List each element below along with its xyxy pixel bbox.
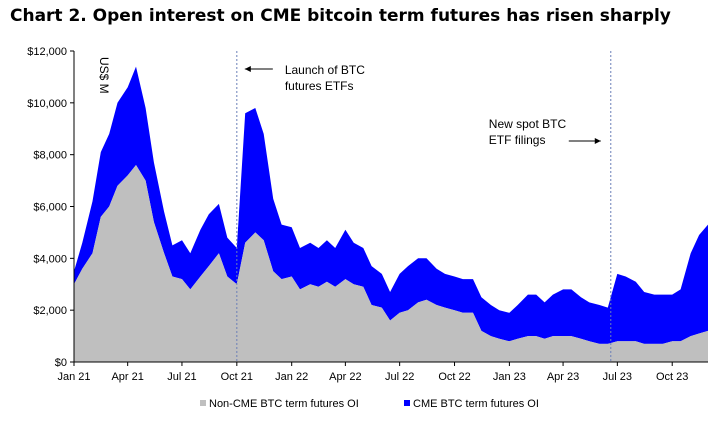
event-label: Launch of BTC: [285, 63, 365, 77]
unit-label: US$ M: [97, 57, 111, 94]
x-tick-label: Apr 22: [329, 371, 361, 383]
area-layer: [74, 66, 708, 362]
x-tick-label: Oct 21: [221, 371, 253, 383]
y-tick-label: $12,000: [27, 46, 67, 58]
x-tick-label: Oct 23: [656, 371, 688, 383]
series-cme-area: [74, 66, 708, 344]
y-tick-label: $0: [55, 357, 67, 369]
x-tick-label: Oct 22: [438, 371, 470, 383]
y-tick-label: $10,000: [27, 98, 67, 110]
x-tick-label: Jan 22: [275, 371, 308, 383]
x-tick-label: Apr 21: [111, 371, 143, 383]
legend-label: CME BTC term futures OI: [413, 398, 539, 410]
event-arrowhead: [594, 138, 601, 144]
event-layer: Launch of BTC futures ETFs New spot BTC ETF…: [236, 51, 612, 362]
x-tick-label: Apr 23: [547, 371, 579, 383]
y-tick-label: $6,000: [33, 202, 67, 214]
y-tick-label: $2,000: [33, 305, 67, 317]
legend: Non-CME BTC term futures OI CME BTC term …: [200, 398, 539, 410]
event-label: futures ETFs: [285, 79, 354, 93]
x-tick-label: Jul 21: [167, 371, 196, 383]
legend-swatch: [200, 400, 206, 406]
y-tick-label: $4,000: [33, 253, 67, 265]
chart-title: Chart 2. Open interest on CME bitcoin te…: [10, 6, 671, 26]
legend-swatch: [404, 400, 410, 406]
x-tick-label: Jan 21: [57, 371, 90, 383]
y-tick-label: $8,000: [33, 150, 67, 162]
x-tick-label: Jan 23: [493, 371, 526, 383]
event-label: New spot BTC: [489, 117, 567, 131]
x-tick-label: Jul 23: [603, 371, 632, 383]
series-non-cme-area: [74, 165, 708, 362]
axis-layer: $0 $2,000 $4,000 $6,000 $8,000 $10,000 $12,000…: [27, 46, 708, 383]
event-arrowhead: [244, 66, 251, 72]
legend-label: Non-CME BTC term futures OI: [209, 398, 359, 410]
x-tick-label: Jul 22: [385, 371, 414, 383]
event-label: ETF filings: [489, 133, 546, 147]
